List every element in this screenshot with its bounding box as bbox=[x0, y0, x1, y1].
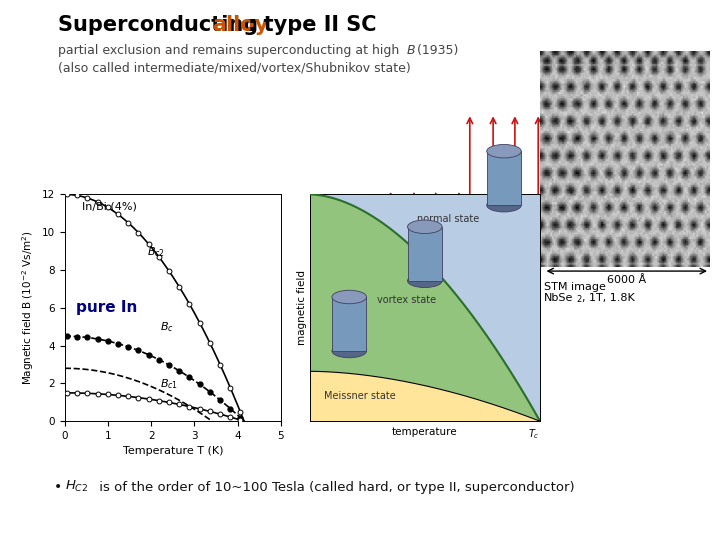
Text: B: B bbox=[407, 44, 415, 57]
Text: normal state: normal state bbox=[417, 214, 479, 224]
X-axis label: Temperature T (K): Temperature T (K) bbox=[122, 447, 223, 456]
Text: : type II SC: : type II SC bbox=[248, 15, 377, 35]
X-axis label: temperature: temperature bbox=[392, 427, 458, 437]
Text: Superconducting: Superconducting bbox=[58, 15, 265, 35]
Y-axis label: magnetic field: magnetic field bbox=[297, 271, 307, 345]
Text: Meissner state: Meissner state bbox=[325, 390, 396, 401]
Text: vortex state: vortex state bbox=[377, 295, 436, 305]
Text: (also called intermediate/mixed/vortex/Shubnikov state): (also called intermediate/mixed/vortex/S… bbox=[58, 62, 410, 75]
Text: 2: 2 bbox=[576, 295, 581, 304]
Text: (1935): (1935) bbox=[413, 44, 458, 57]
Text: partial exclusion and remains superconducting at high: partial exclusion and remains supercondu… bbox=[58, 44, 403, 57]
Text: STM image: STM image bbox=[544, 282, 606, 292]
Text: $B_{c1}$: $B_{c1}$ bbox=[160, 377, 178, 391]
Text: 6000 Å: 6000 Å bbox=[607, 275, 646, 286]
Text: $T_c$: $T_c$ bbox=[528, 427, 540, 441]
Text: $B_{c2}$: $B_{c2}$ bbox=[147, 245, 165, 259]
Text: , 1T, 1.8K: , 1T, 1.8K bbox=[582, 293, 634, 303]
Text: is of the order of 10~100 Tesla (called hard, or type II, superconductor): is of the order of 10~100 Tesla (called … bbox=[95, 481, 575, 494]
Text: pure In: pure In bbox=[76, 300, 137, 315]
Y-axis label: Magnetic field B (10$^{-2}$ Vs/m$^2$): Magnetic field B (10$^{-2}$ Vs/m$^2$) bbox=[20, 231, 36, 385]
Text: •: • bbox=[54, 480, 62, 494]
Text: alloy: alloy bbox=[212, 15, 269, 35]
Text: $B_{c}$: $B_{c}$ bbox=[160, 320, 174, 334]
Text: In/Bi (4%): In/Bi (4%) bbox=[82, 201, 137, 212]
Text: $H_{C2}$: $H_{C2}$ bbox=[65, 479, 88, 494]
Text: NbSe: NbSe bbox=[544, 293, 573, 303]
